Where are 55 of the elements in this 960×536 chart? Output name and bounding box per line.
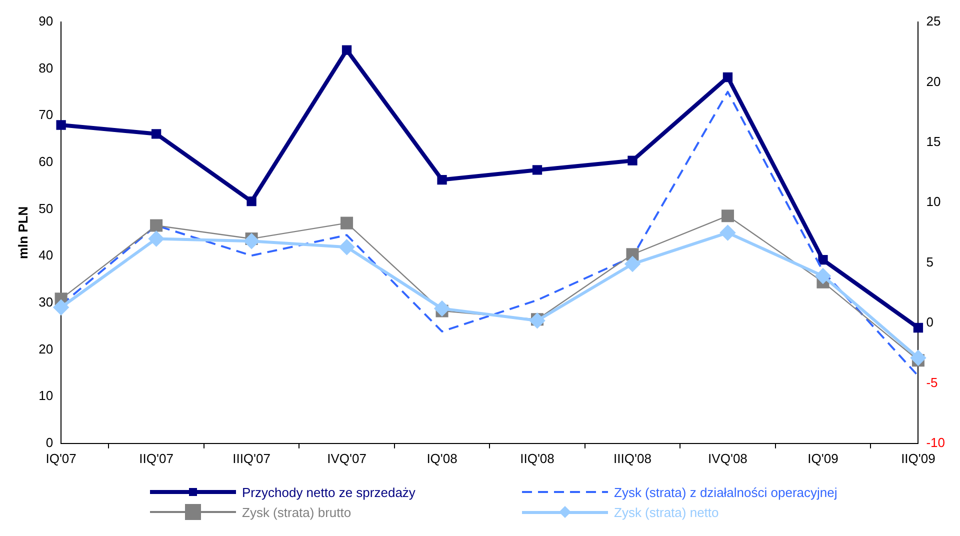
point [150, 219, 163, 232]
point [434, 301, 450, 316]
point [342, 45, 352, 55]
y-tick-label: 70 [38, 107, 54, 122]
point [244, 234, 260, 249]
x-tick-label: IQ'07 [46, 450, 76, 466]
point [339, 240, 354, 255]
x-tick-label: IVQ'08 [708, 450, 748, 466]
point [624, 256, 640, 272]
point [720, 225, 736, 240]
point [340, 216, 354, 230]
point [722, 72, 733, 82]
x-tick-label: IIIQ'08 [614, 450, 652, 466]
y-tick-label: 50 [38, 200, 54, 216]
y-tick-label: 80 [38, 60, 54, 76]
point [56, 120, 66, 130]
x-tick-label: IIIQ'07 [232, 450, 270, 466]
y2-tick-label: 15 [926, 134, 941, 149]
point [815, 268, 830, 284]
y2-tick-label: 0 [926, 314, 934, 330]
point [246, 196, 256, 206]
point [437, 174, 447, 185]
x-tick-label: IQ'08 [426, 450, 458, 466]
point [148, 231, 164, 246]
y-tick-label: 30 [38, 294, 54, 310]
text: Zysk (strata) brutto [242, 504, 352, 520]
point [818, 255, 828, 265]
x-tick-label: IVQ'07 [327, 450, 366, 466]
point [532, 165, 542, 175]
y-tick-label: 90 [38, 14, 54, 29]
x-tick-label: IIQ'08 [520, 450, 554, 466]
x-tick-label: IQ'09 [808, 450, 838, 466]
y-tick-label: 40 [38, 248, 54, 263]
y2-tick-label: 5 [926, 254, 934, 270]
point [54, 300, 69, 315]
text: Zysk (strata) netto [614, 504, 719, 520]
y-tick-label: 60 [38, 154, 54, 170]
point [913, 322, 924, 333]
point [721, 210, 734, 222]
y-tick-label: 20 [38, 341, 54, 356]
point [628, 156, 638, 166]
y-tick-label: 0 [46, 434, 54, 450]
point [910, 350, 926, 366]
y2-tick-label: -10 [926, 434, 946, 450]
y-tick-label: 10 [38, 388, 54, 404]
x-tick-label: IIQ'09 [901, 450, 936, 466]
y-axis-title: mln PLN [15, 206, 30, 260]
y2-tick-label: -5 [926, 374, 938, 390]
y2-tick-label: 25 [926, 14, 941, 29]
y2-tick-label: 20 [926, 74, 941, 89]
text: Zysk (strata) z działalności operacyjnej [614, 484, 838, 500]
point [151, 129, 162, 139]
x-tick-label: IIQ'07 [139, 450, 174, 466]
text: Przychody netto ze sprzedaży [242, 484, 416, 500]
y2-tick-label: 10 [926, 194, 941, 210]
